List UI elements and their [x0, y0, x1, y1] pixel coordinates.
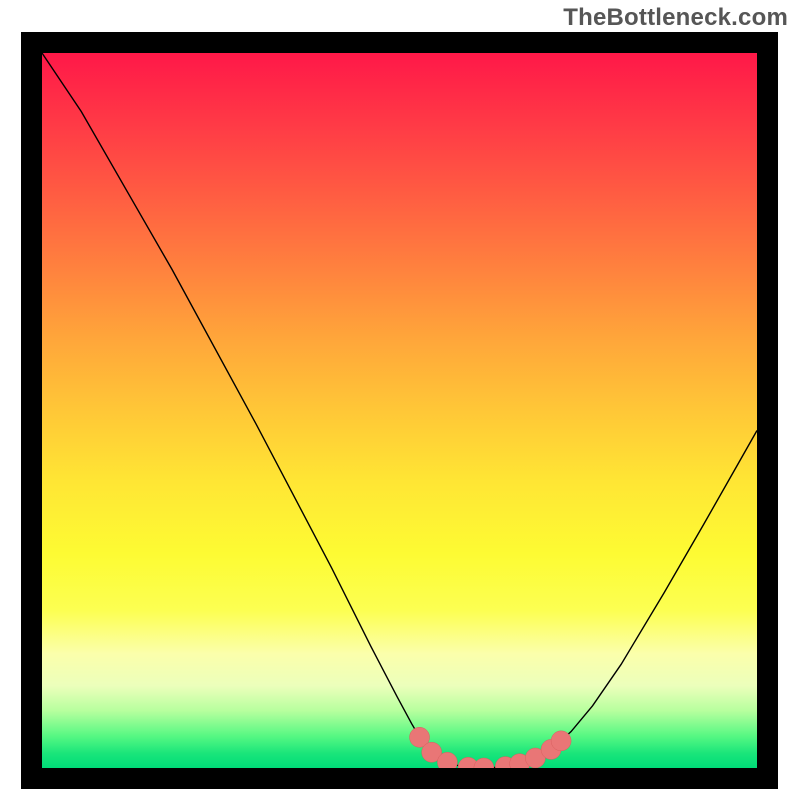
chart-container: { "watermark": { "text": "TheBottleneck.… — [0, 0, 800, 800]
plot-background — [42, 53, 757, 768]
bottleneck-chart — [0, 0, 800, 800]
marker-point — [551, 731, 571, 751]
watermark-text: TheBottleneck.com — [563, 4, 788, 32]
